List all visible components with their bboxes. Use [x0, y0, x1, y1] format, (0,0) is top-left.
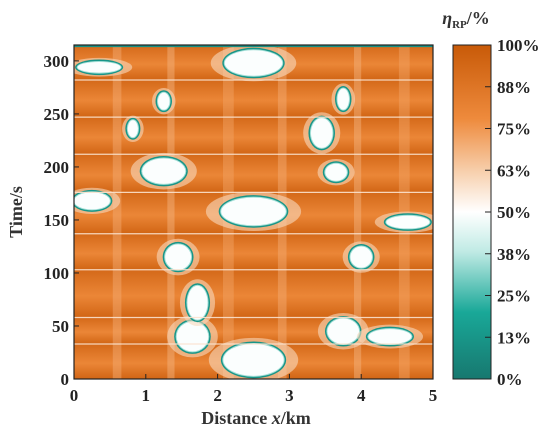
x-axis-title-variable: x: [271, 408, 281, 428]
heat-streak: [354, 45, 362, 379]
x-axis: 0 1 2 3 4 5: [70, 374, 438, 405]
low-value-region: [208, 337, 299, 379]
colorbar-tick-label: 100%: [497, 36, 540, 55]
region-core: [77, 61, 121, 73]
low-value-region: [356, 324, 423, 349]
top-edge-strip: [74, 45, 433, 48]
colorbar-tick-label: 50%: [497, 203, 531, 222]
region-core: [165, 244, 192, 270]
heat-streak: [112, 45, 122, 379]
region-core: [224, 50, 283, 76]
low-value-region: [74, 187, 121, 215]
x-tick-label: 4: [357, 386, 366, 405]
low-value-region: [130, 152, 197, 190]
colorbar-title: ηRP/%: [442, 8, 490, 31]
colorbar-tick-label: 0%: [497, 370, 523, 389]
y-tick-label: 150: [44, 211, 70, 230]
region-core: [368, 329, 412, 345]
region-core: [74, 192, 110, 210]
x-tick-label: 2: [213, 386, 222, 405]
region-core: [337, 88, 349, 110]
low-value-region: [303, 112, 341, 154]
plot-frame: [73, 44, 434, 380]
low-value-region: [205, 191, 302, 232]
low-value-region: [374, 211, 433, 233]
heatmap-area: [74, 45, 433, 379]
region-core: [142, 158, 186, 184]
x-tick-label: 1: [142, 386, 151, 405]
colorbar-ticks: 0% 13% 25% 38% 50% 63% 75% 88% 100%: [485, 36, 540, 389]
x-axis-title-suffix: /km: [280, 408, 311, 428]
region-core: [350, 246, 372, 268]
x-axis-title-prefix: Distance: [201, 408, 272, 428]
heatmap-phase-lines: [74, 45, 433, 345]
region-core: [158, 92, 170, 110]
low-value-region: [179, 279, 216, 327]
y-tick-label: 0: [61, 370, 70, 389]
region-core: [325, 163, 347, 181]
colorbar-tick-label: 38%: [497, 245, 531, 264]
colorbar-tick-label: 88%: [497, 78, 531, 97]
heatmap-bands: [74, 45, 433, 379]
y-tick-label: 200: [44, 158, 70, 177]
x-axis-title: Distance x/km: [201, 408, 311, 428]
low-value-region: [156, 238, 200, 276]
low-value-region: [74, 57, 133, 77]
y-tick-label: 300: [44, 52, 70, 71]
x-tick-label: 3: [285, 386, 294, 405]
heat-band: [74, 154, 433, 193]
heat-band: [74, 79, 433, 118]
region-core: [327, 318, 360, 345]
region-core: [310, 118, 333, 148]
region-core: [221, 197, 286, 226]
colorbar-tick-label: 75%: [497, 120, 531, 139]
colorbar-tick-label: 63%: [497, 161, 531, 180]
colorbar-tick-label: 13%: [497, 328, 531, 347]
low-value-region: [342, 241, 380, 273]
colorbar-tick-label: 25%: [497, 287, 531, 306]
region-core: [176, 321, 209, 352]
y-tick-label: 100: [44, 264, 70, 283]
low-value-region: [317, 313, 369, 350]
x-tick-label: 0: [70, 386, 79, 405]
y-tick-label: 250: [44, 105, 70, 124]
region-core: [127, 120, 138, 138]
region-core: [223, 344, 284, 376]
heat-band: [74, 233, 433, 270]
low-value-region: [210, 45, 297, 82]
low-value-region: [331, 83, 356, 115]
colorbar: [452, 44, 492, 380]
low-value-region: [122, 115, 144, 142]
y-axis-title: Time/s: [6, 186, 26, 238]
colorbar-title-subscript: RP: [452, 19, 467, 31]
low-value-region: [151, 88, 176, 115]
colorbar-title-suffix: /%: [466, 8, 490, 28]
region-core: [187, 285, 208, 320]
y-tick-label: 50: [52, 317, 69, 336]
x-tick-label: 5: [429, 386, 438, 405]
heatmap-white-regions: [74, 45, 433, 379]
heat-streak: [167, 45, 175, 379]
y-axis: 0 50 100 150 200 250 300: [44, 52, 79, 389]
colorbar-title-symbol: η: [442, 8, 452, 28]
heat-band: [74, 269, 433, 318]
low-value-region: [317, 159, 355, 186]
region-core: [386, 215, 430, 229]
